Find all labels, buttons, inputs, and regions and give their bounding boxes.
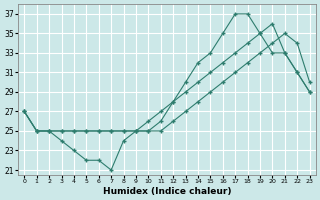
X-axis label: Humidex (Indice chaleur): Humidex (Indice chaleur)	[103, 187, 231, 196]
